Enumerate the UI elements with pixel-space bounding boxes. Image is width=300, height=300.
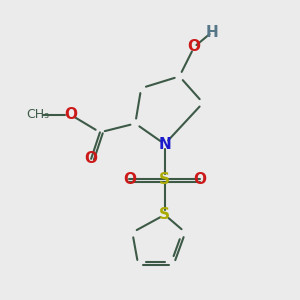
Text: O: O <box>64 107 77 122</box>
Text: H: H <box>206 25 218 40</box>
Text: O: O <box>85 151 98 166</box>
Text: S: S <box>159 172 170 187</box>
Text: CH₃: CH₃ <box>26 108 50 121</box>
Text: O: O <box>123 172 136 187</box>
Text: O: O <box>194 172 207 187</box>
Text: N: N <box>158 136 171 152</box>
Text: S: S <box>159 207 170 222</box>
Text: O: O <box>188 39 201 54</box>
